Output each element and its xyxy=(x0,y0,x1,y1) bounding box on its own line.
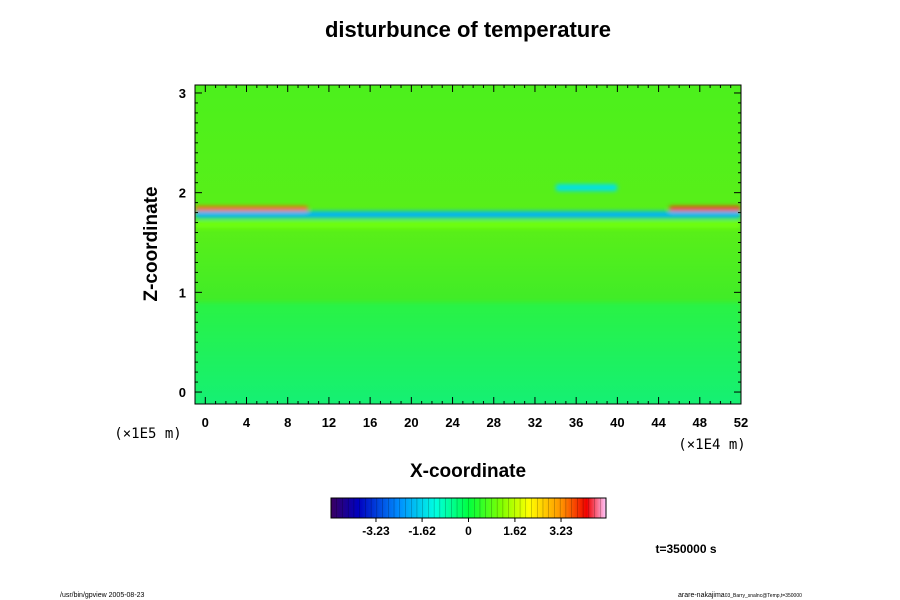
x-tick-label: 44 xyxy=(651,415,666,430)
x-tick-label: 36 xyxy=(569,415,583,430)
x-tick-label: 32 xyxy=(528,415,542,430)
plot-area xyxy=(195,85,741,404)
colorbar-tick-label: 1.62 xyxy=(503,524,527,538)
colorbar-tick-label: -1.62 xyxy=(408,524,436,538)
heatmap-feature xyxy=(555,184,618,192)
x-tick-label: 40 xyxy=(610,415,624,430)
time-label: t=350000 s xyxy=(655,542,716,556)
heatmap-feature xyxy=(195,206,309,212)
y-axis-title: Z-coordinate xyxy=(141,186,162,301)
lower-region xyxy=(195,302,741,404)
y-unit-label: (×1E5 m) xyxy=(114,426,181,442)
x-tick-label: 12 xyxy=(322,415,336,430)
x-tick-label: 24 xyxy=(445,415,460,430)
chart-title: disturbunce of temperature xyxy=(325,17,611,42)
x-tick-label: 48 xyxy=(693,415,707,430)
x-tick-label: 0 xyxy=(202,415,209,430)
x-tick-label: 28 xyxy=(487,415,501,430)
x-tick-label: 52 xyxy=(734,415,748,430)
x-tick-label: 8 xyxy=(284,415,291,430)
footer-right: arare-nakajima03_Barry_snalnc@Temp,t=350… xyxy=(678,592,802,599)
heatmap-feature xyxy=(195,211,741,219)
footer-right-main: arare-nakajima xyxy=(678,592,725,599)
heatmap-feature xyxy=(668,206,741,212)
heatmap-feature xyxy=(195,221,741,229)
y-tick-label: 3 xyxy=(179,86,186,101)
y-tick-label: 1 xyxy=(179,285,186,300)
footer-right-small: 03_Barry_snalnc@Temp,t=350000 xyxy=(725,593,802,599)
colorbar-tick-label: 3.23 xyxy=(549,524,573,538)
footer-left: /usr/bin/gpview 2005-08-23 xyxy=(60,592,145,599)
x-unit-label: (×1E4 m) xyxy=(678,437,745,453)
x-tick-label: 4 xyxy=(243,415,251,430)
colorbar-tick-label: 0 xyxy=(465,524,472,538)
colorbar-tick-label: -3.23 xyxy=(362,524,390,538)
x-tick-label: 20 xyxy=(404,415,418,430)
y-tick-label: 2 xyxy=(179,186,186,201)
x-axis-title: X-coordinate xyxy=(410,461,526,482)
x-tick-label: 16 xyxy=(363,415,377,430)
plot-frame xyxy=(194,84,742,405)
y-tick-label: 0 xyxy=(179,385,186,400)
